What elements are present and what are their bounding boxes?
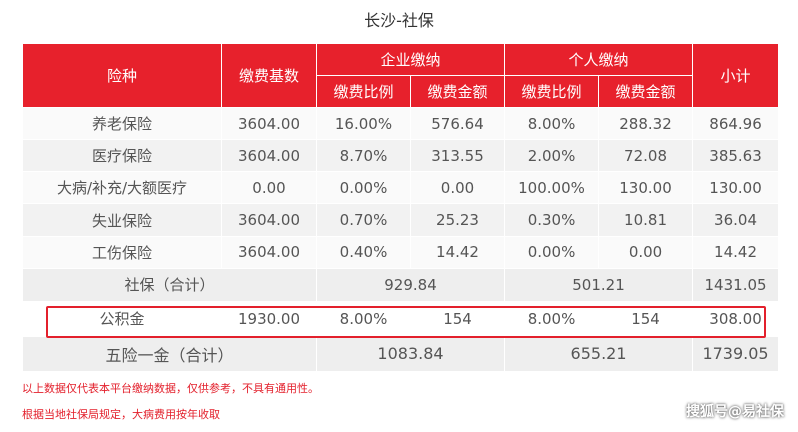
cell-base: 3604.00 [221,107,317,141]
cell-base: 1930.00 [221,300,317,337]
cell-company-rate: 0.00% [316,171,411,205]
cell-company-amount: 313.55 [409,139,506,173]
header-row-sub: 缴费比例 缴费金额 缴费比例 缴费金额 [23,75,779,109]
cell-personal-rate: 100.00% [504,171,600,205]
col-header-company-amount: 缴费金额 [409,75,506,109]
group-header-company: 企业缴纳 [315,42,506,77]
grand-total-company: 1083.84 [315,335,506,373]
table-row: 大病/补充/大额医疗 0.00 0.00% 0.00 100.00% 130.0… [22,171,780,205]
social-total-company: 929.84 [315,267,506,302]
disclaimer-note: 以上数据仅代表本平台缴纳数据，仅供参考，不具有通用性。 [22,382,319,395]
watermark: 搜狐号@易社保 [686,404,784,420]
cell-company-amount: 25.23 [409,203,506,237]
cell-subtotal: 864.96 [692,107,780,141]
cell-subtotal: 308.00 [692,300,780,337]
cell-name: 失业保险 [22,203,222,237]
cell-name: 大病/补充/大额医疗 [22,171,222,205]
cell-personal-amount: 130.00 [598,171,694,205]
grand-total-personal: 655.21 [504,335,694,373]
cell-company-amount: 576.64 [409,107,506,141]
cell-company-rate: 16.00% [316,107,411,141]
cell-company-amount: 0.00 [409,171,506,205]
cell-base: 3604.00 [221,203,317,237]
col-header-company-rate: 缴费比例 [316,75,411,109]
cell-personal-amount: 10.81 [598,203,694,237]
cell-base: 3604.00 [221,235,317,269]
cell-subtotal: 130.00 [692,171,780,205]
cell-subtotal: 36.04 [692,203,780,237]
page-title: 长沙-社保 [364,11,434,30]
col-header-personal-amount: 缴费金额 [598,75,694,109]
annual-fee-note: 根据当地社保局规定，大病费用按年收取 [22,408,220,421]
cell-personal-rate: 8.00% [504,300,600,337]
table-row: 工伤保险 3604.00 0.40% 14.42 0.00% 0.00 14.4… [22,235,780,269]
table-row: 失业保险 3604.00 0.70% 25.23 0.30% 10.81 36.… [22,203,780,237]
cell-base: 3604.00 [221,139,317,173]
social-total-row: 社保（合计） 929.84 501.21 1431.05 [22,267,780,302]
cell-company-rate: 0.40% [316,235,411,269]
cell-personal-rate: 0.30% [504,203,600,237]
cell-personal-amount: 72.08 [598,139,694,173]
cell-personal-amount: 154 [598,300,694,337]
cell-subtotal: 385.63 [692,139,780,173]
cell-personal-rate: 8.00% [504,107,600,141]
cell-company-rate: 0.70% [316,203,411,237]
cell-company-rate: 8.70% [316,139,411,173]
grand-total-label: 五险一金（合计） [22,335,317,373]
social-total-label: 社保（合计） [22,267,317,302]
housing-fund-row: 公积金 1930.00 8.00% 154 8.00% 154 308.00 [22,300,780,337]
header-row-top: 险种 缴费基数 企业缴纳 个人缴纳 小计 [22,42,780,109]
cell-name: 工伤保险 [22,235,222,269]
cell-personal-amount: 288.32 [598,107,694,141]
cell-company-amount: 154 [409,300,506,337]
col-header-base: 缴费基数 [221,42,317,109]
cell-base: 0.00 [221,171,317,205]
col-header-insurance: 险种 [22,42,222,109]
cell-personal-rate: 0.00% [504,235,600,269]
table-row: 医疗保险 3604.00 8.70% 313.55 2.00% 72.08 38… [22,139,780,173]
social-insurance-table: 险种 缴费基数 企业缴纳 个人缴纳 小计 缴费比例 缴费金额 缴费比例 缴费金额… [22,42,780,373]
group-header-personal: 个人缴纳 [504,42,694,77]
cell-name: 公积金 [22,300,222,337]
cell-name: 医疗保险 [22,139,222,173]
cell-name: 养老保险 [22,107,222,141]
cell-personal-amount: 0.00 [598,235,694,269]
social-total-personal: 501.21 [504,267,694,302]
cell-personal-rate: 2.00% [504,139,600,173]
grand-total-subtotal: 1739.05 [692,335,780,373]
col-header-personal-rate: 缴费比例 [504,75,600,109]
cell-subtotal: 14.42 [692,235,780,269]
cell-company-rate: 8.00% [316,300,411,337]
grand-total-row: 五险一金（合计） 1083.84 655.21 1739.05 [22,335,780,373]
col-header-subtotal: 小计 [692,42,780,109]
cell-company-amount: 14.42 [409,235,506,269]
social-total-subtotal: 1431.05 [692,267,780,302]
table-row: 养老保险 3604.00 16.00% 576.64 8.00% 288.32 … [22,107,780,141]
